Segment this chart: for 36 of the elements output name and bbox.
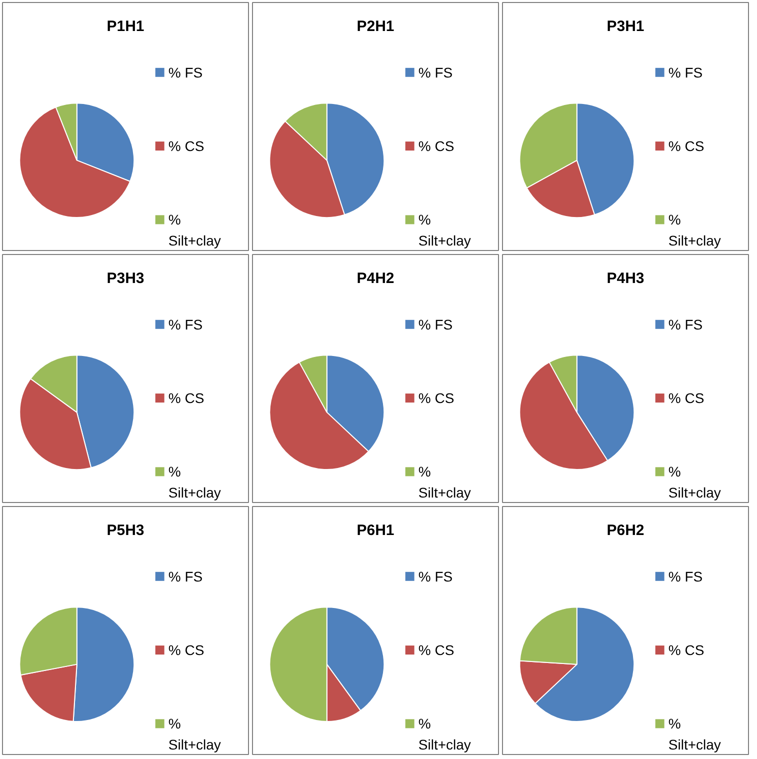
- text: P5H3: [106, 522, 144, 540]
- legend-label: % FS: [418, 568, 453, 584]
- legend-label: % CS: [418, 138, 454, 154]
- legend-label: % Silt+clay: [418, 716, 471, 752]
- legend-label: % Silt+clay: [168, 464, 221, 500]
- legend-label: % FS: [418, 64, 453, 80]
- legend-label: % CS: [668, 138, 704, 154]
- text: P6H2: [606, 522, 644, 540]
- legend-label: % Silt+clay: [668, 212, 721, 248]
- legend-label: % FS: [668, 64, 703, 80]
- legend-label: % Silt+clay: [668, 464, 721, 500]
- text: P4H2: [356, 270, 394, 288]
- legend-label: % FS: [168, 64, 203, 80]
- legend-label: % CS: [168, 138, 204, 154]
- text: P1H1: [106, 18, 144, 36]
- legend-label: % Silt+clay: [418, 464, 471, 500]
- text: P6H1: [356, 522, 394, 540]
- legend-label: % CS: [668, 642, 704, 658]
- legend-label: % CS: [168, 642, 204, 658]
- text: P4H3: [606, 270, 644, 288]
- legend-label: % CS: [668, 390, 704, 406]
- text: P3H3: [106, 270, 144, 288]
- legend-label: % FS: [668, 568, 703, 584]
- legend-label: % CS: [168, 390, 204, 406]
- legend-label: % FS: [668, 316, 703, 332]
- legend-label: % Silt+clay: [168, 212, 221, 248]
- legend-label: % CS: [418, 642, 454, 658]
- legend-label: % Silt+clay: [668, 716, 721, 752]
- text: P2H1: [356, 18, 394, 36]
- legend-label: % FS: [418, 316, 453, 332]
- legend-label: % FS: [168, 568, 203, 584]
- legend-label: % FS: [168, 316, 203, 332]
- legend-label: % CS: [418, 390, 454, 406]
- text: P3H1: [606, 18, 644, 36]
- legend-label: % Silt+clay: [168, 716, 221, 752]
- legend-label: % Silt+clay: [418, 212, 471, 248]
